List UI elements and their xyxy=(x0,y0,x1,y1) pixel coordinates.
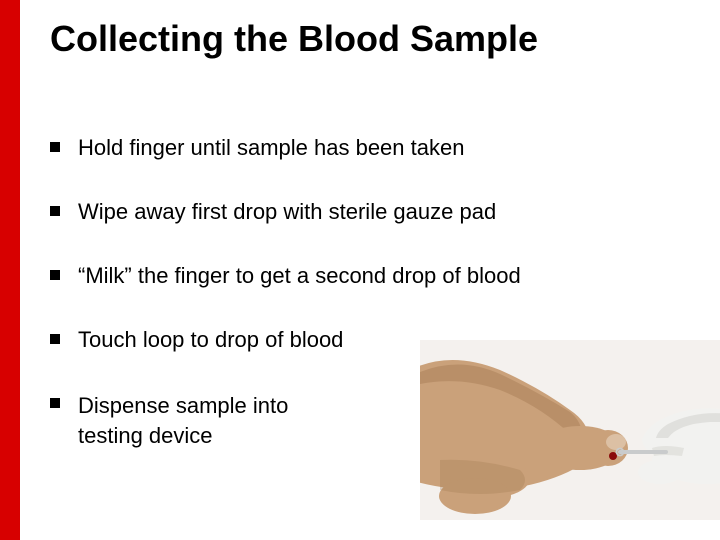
fingerstick-illustration-icon xyxy=(420,340,720,520)
bullet-text: Dispense sample into testing device xyxy=(78,393,288,448)
slide: Collecting the Blood Sample Hold finger … xyxy=(0,0,720,540)
bullet-text: Wipe away first drop with sterile gauze … xyxy=(78,199,496,224)
slide-content: Collecting the Blood Sample Hold finger … xyxy=(20,0,720,540)
bullet-text: Touch loop to drop of blood xyxy=(78,327,343,352)
accent-sidebar xyxy=(0,0,20,540)
bullet-item: Touch loop to drop of blood xyxy=(50,327,430,353)
bullet-item: Dispense sample into testing device xyxy=(50,391,350,450)
bullet-text: “Milk” the finger to get a second drop o… xyxy=(78,263,521,288)
bullet-item: Hold finger until sample has been taken xyxy=(50,135,720,161)
bullet-item: “Milk” the finger to get a second drop o… xyxy=(50,263,720,289)
bullet-item: Wipe away first drop with sterile gauze … xyxy=(50,199,720,225)
fingerstick-photo xyxy=(420,340,720,520)
bullet-text: Hold finger until sample has been taken xyxy=(78,135,464,160)
slide-title: Collecting the Blood Sample xyxy=(20,0,720,60)
